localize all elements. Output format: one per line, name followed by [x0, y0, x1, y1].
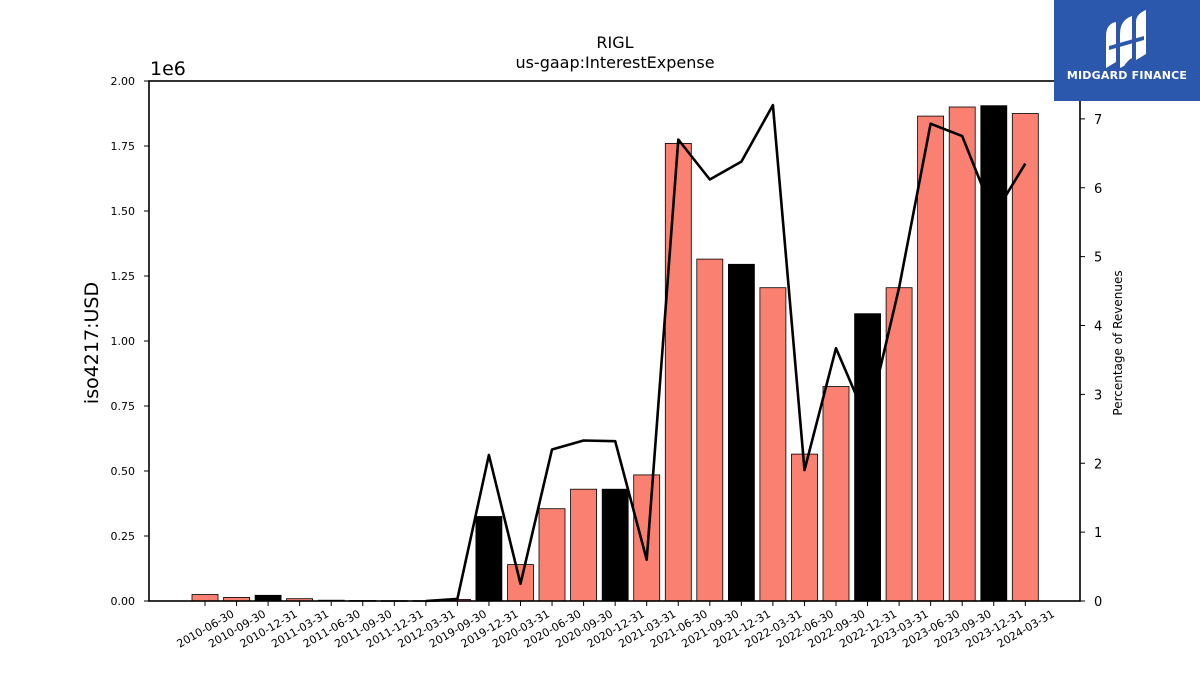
y2-tick-label: 0: [1094, 595, 1102, 610]
y2-tick-label: 2: [1094, 457, 1102, 472]
bar: [854, 313, 881, 602]
bar: [191, 594, 219, 602]
logo-text: MIDGARD FINANCE: [1066, 69, 1188, 82]
bar: [980, 105, 1008, 602]
y2-axis-label: Percentage of Revenues: [1111, 270, 1125, 415]
midgard-logo-icon: [1106, 10, 1146, 68]
bar: [885, 287, 913, 602]
bar: [475, 516, 503, 602]
y2-tick-label: 4: [1094, 320, 1102, 335]
chart-title: RIGL: [596, 33, 633, 52]
y-scale-label: 1e6: [150, 58, 186, 80]
bar: [664, 142, 692, 602]
bar: [917, 115, 944, 602]
y2-tick-label: 7: [1094, 113, 1102, 128]
y-tick-label: 0.25: [111, 530, 136, 543]
y-tick-label: 1.50: [111, 205, 136, 218]
y2-tick-label: 3: [1094, 388, 1102, 403]
bar: [696, 258, 724, 602]
y-tick-label: 2.00: [111, 75, 136, 88]
chart-subtitle: us-gaap:InterestExpense: [515, 53, 714, 72]
bar: [633, 474, 661, 602]
line-series: [425, 103, 1027, 603]
bar: [570, 488, 597, 602]
y2-tick-label: 5: [1094, 251, 1102, 266]
brand-logo: MIDGARD FINANCE: [1054, 0, 1200, 101]
line-group: [425, 103, 1027, 603]
y-tick-label: 1.75: [111, 140, 136, 153]
bar: [254, 594, 282, 602]
bars-group: [191, 105, 1039, 602]
bar: [1011, 113, 1039, 602]
bar: [791, 453, 818, 602]
bar: [822, 386, 850, 602]
bar: [759, 287, 787, 602]
y-tick-label: 0.00: [111, 595, 136, 608]
bar: [948, 106, 976, 602]
y-tick-label: 1.25: [111, 270, 136, 283]
y2-tick-label: 6: [1094, 182, 1102, 197]
bar: [601, 488, 629, 602]
y-tick-label: 1.00: [111, 335, 136, 348]
y2-tick-label: 1: [1094, 526, 1102, 541]
bar: [538, 508, 566, 602]
y-tick-label: 0.75: [111, 400, 136, 413]
bar: [728, 263, 755, 602]
y-axis-label: iso4217:USD: [81, 282, 103, 404]
y-tick-label: 0.50: [111, 465, 136, 478]
